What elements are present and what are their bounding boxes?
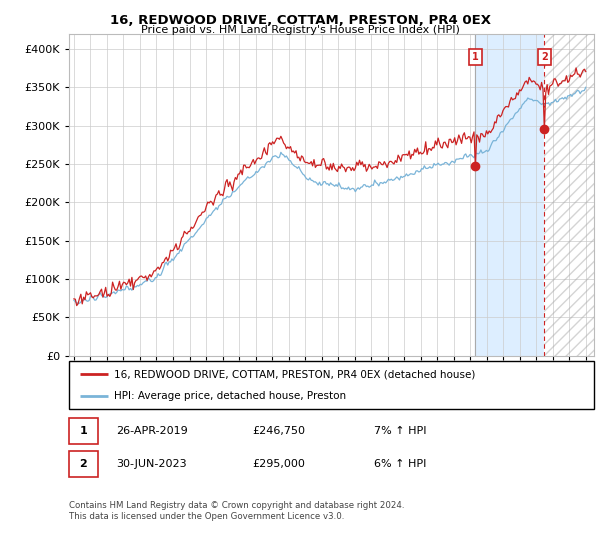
FancyBboxPatch shape	[69, 451, 98, 477]
Text: £295,000: £295,000	[253, 459, 305, 469]
FancyBboxPatch shape	[69, 361, 594, 409]
Text: 7% ↑ HPI: 7% ↑ HPI	[373, 426, 426, 436]
FancyBboxPatch shape	[69, 418, 98, 444]
Text: £246,750: £246,750	[253, 426, 306, 436]
Text: 16, REDWOOD DRIVE, COTTAM, PRESTON, PR4 0EX: 16, REDWOOD DRIVE, COTTAM, PRESTON, PR4 …	[110, 14, 491, 27]
Text: 30-JUN-2023: 30-JUN-2023	[116, 459, 187, 469]
Text: Contains HM Land Registry data © Crown copyright and database right 2024.
This d: Contains HM Land Registry data © Crown c…	[69, 501, 404, 521]
Text: 16, REDWOOD DRIVE, COTTAM, PRESTON, PR4 0EX (detached house): 16, REDWOOD DRIVE, COTTAM, PRESTON, PR4 …	[113, 369, 475, 379]
Text: HPI: Average price, detached house, Preston: HPI: Average price, detached house, Pres…	[113, 391, 346, 401]
Text: 2: 2	[541, 52, 548, 62]
Text: 1: 1	[472, 52, 479, 62]
Text: 2: 2	[80, 459, 88, 469]
Text: 1: 1	[80, 426, 88, 436]
Bar	[544, 34, 594, 356]
Text: 6% ↑ HPI: 6% ↑ HPI	[373, 459, 426, 469]
Bar	[544, 34, 594, 356]
Text: 26-APR-2019: 26-APR-2019	[116, 426, 188, 436]
Text: Price paid vs. HM Land Registry's House Price Index (HPI): Price paid vs. HM Land Registry's House …	[140, 25, 460, 35]
Bar	[475, 34, 544, 356]
